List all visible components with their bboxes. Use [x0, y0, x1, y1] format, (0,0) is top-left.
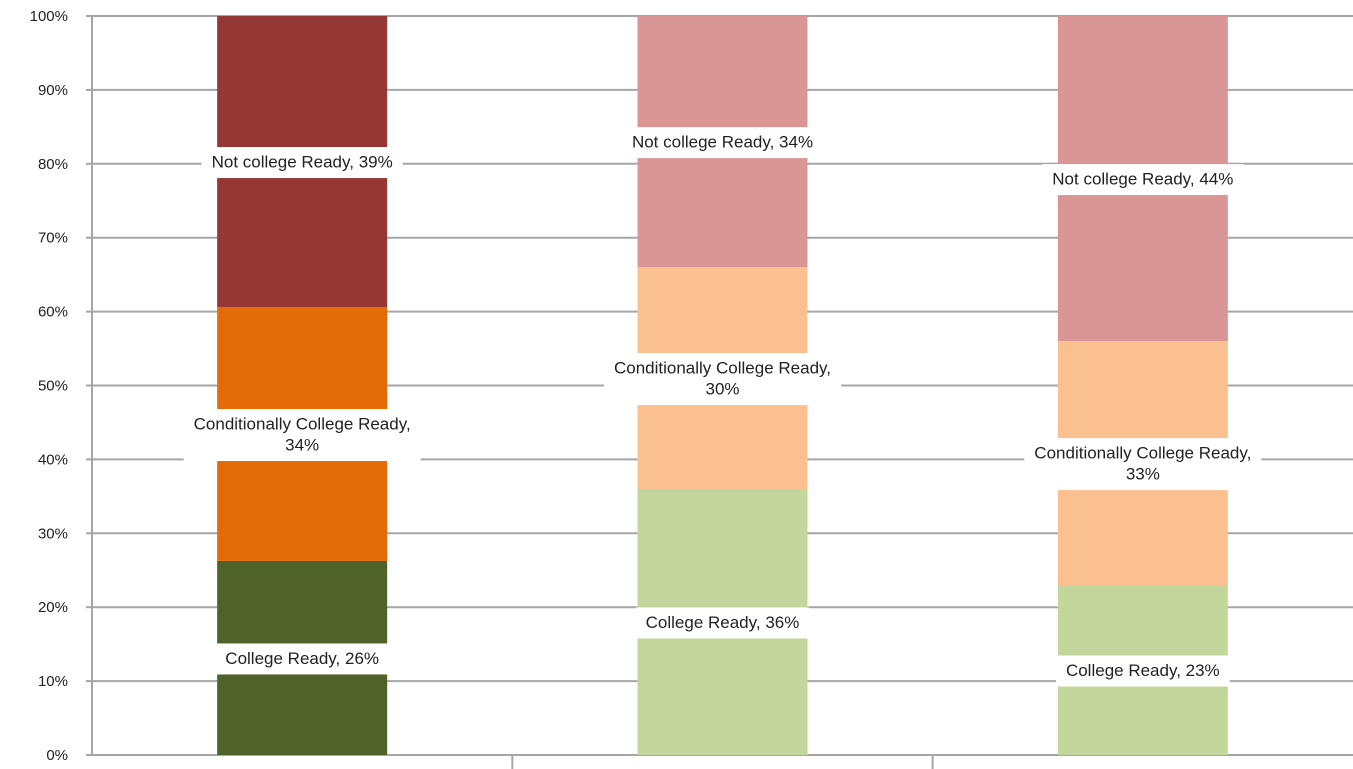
data-label-background — [621, 127, 824, 159]
data-label-text: College Ready, 36% — [646, 613, 800, 632]
y-tick-label: 30% — [38, 525, 68, 542]
data-label-background — [1042, 164, 1244, 196]
data-label-text: Not college Ready, 39% — [212, 153, 393, 172]
data-label-text: 30% — [705, 380, 739, 399]
data-label: College Ready, 26% — [215, 643, 390, 675]
data-label-background — [183, 409, 421, 462]
data-label: Conditionally College Ready, 30% — [603, 353, 842, 406]
data-label-text: Conditionally College Ready, — [1034, 444, 1251, 463]
data-label-text: Conditionally College Ready, — [194, 415, 411, 434]
data-label-text: College Ready, 26% — [225, 649, 379, 668]
data-label-text: College Ready, 23% — [1066, 661, 1220, 680]
y-tick-label: 80% — [38, 156, 68, 173]
data-label-text: Conditionally College Ready, — [614, 359, 831, 378]
data-label-background — [215, 643, 390, 675]
y-tick-label: 90% — [38, 82, 68, 99]
y-tick-label: 10% — [38, 673, 68, 690]
data-label: Not college Ready, 34% — [621, 127, 824, 159]
data-label-text: Not college Ready, 34% — [632, 133, 813, 152]
y-tick-label: 20% — [38, 599, 68, 616]
data-label-background — [1024, 438, 1262, 491]
y-tick-label: 40% — [38, 451, 68, 468]
y-tick-label: 100% — [30, 8, 68, 25]
y-tick-label: 0% — [46, 747, 68, 764]
data-label: Not college Ready, 44% — [1042, 164, 1244, 196]
data-label-text: 33% — [1126, 465, 1160, 484]
data-label-background — [635, 607, 810, 639]
data-label-background — [603, 353, 842, 406]
data-label: College Ready, 23% — [1055, 655, 1230, 687]
y-tick-label: 50% — [38, 378, 68, 395]
data-label-text: 34% — [285, 436, 319, 455]
data-label-background — [201, 147, 403, 179]
data-label: Conditionally College Ready, 34% — [183, 409, 421, 462]
data-label-background — [1055, 655, 1230, 687]
y-tick-label: 60% — [38, 304, 68, 321]
data-label: College Ready, 36% — [635, 607, 810, 639]
y-tick-label: 70% — [38, 230, 68, 247]
data-label-text: Not college Ready, 44% — [1052, 170, 1233, 189]
data-label: Not college Ready, 39% — [201, 147, 403, 179]
data-label: Conditionally College Ready, 33% — [1024, 438, 1262, 491]
